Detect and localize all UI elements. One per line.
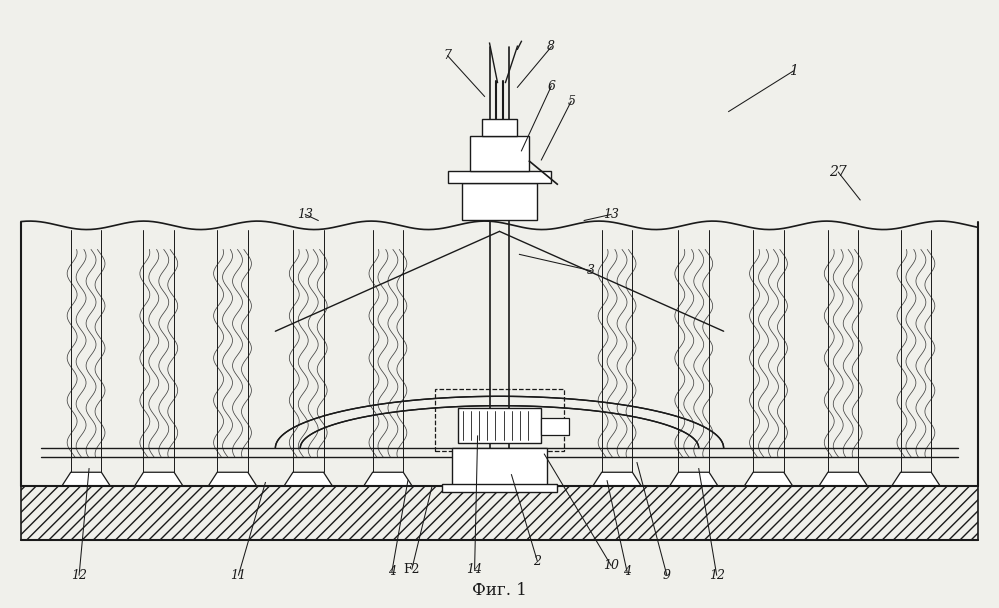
Bar bbox=[458, 408, 541, 443]
Bar bbox=[452, 448, 547, 486]
Polygon shape bbox=[62, 472, 110, 486]
Bar bbox=[442, 484, 557, 492]
Bar bbox=[482, 119, 517, 136]
Text: 4: 4 bbox=[623, 565, 631, 578]
Polygon shape bbox=[135, 472, 183, 486]
Text: 27: 27 bbox=[829, 165, 847, 179]
Bar bbox=[470, 136, 529, 171]
Text: 5: 5 bbox=[567, 95, 575, 108]
Polygon shape bbox=[892, 472, 940, 486]
Polygon shape bbox=[744, 472, 792, 486]
Text: F2: F2 bbox=[404, 562, 421, 576]
Polygon shape bbox=[593, 472, 641, 486]
Text: 10: 10 bbox=[603, 559, 619, 572]
Text: 14: 14 bbox=[467, 562, 483, 576]
Text: 7: 7 bbox=[444, 49, 452, 63]
Text: 13: 13 bbox=[298, 208, 314, 221]
Text: Фиг. 1: Фиг. 1 bbox=[473, 582, 526, 599]
Text: 13: 13 bbox=[603, 208, 619, 221]
Polygon shape bbox=[819, 472, 867, 486]
Text: 1: 1 bbox=[789, 64, 798, 78]
Bar bbox=[541, 418, 569, 435]
Bar bbox=[448, 171, 551, 183]
Text: 11: 11 bbox=[231, 568, 247, 582]
Polygon shape bbox=[285, 472, 332, 486]
Bar bbox=[435, 389, 564, 451]
Bar bbox=[462, 183, 537, 221]
Text: 9: 9 bbox=[663, 568, 671, 582]
Polygon shape bbox=[364, 472, 412, 486]
Bar bbox=[21, 486, 978, 540]
Polygon shape bbox=[209, 472, 257, 486]
Text: 12: 12 bbox=[71, 568, 87, 582]
Text: 4: 4 bbox=[388, 565, 396, 578]
Text: 3: 3 bbox=[587, 264, 595, 277]
Polygon shape bbox=[670, 472, 717, 486]
Text: 8: 8 bbox=[547, 40, 555, 54]
Text: 12: 12 bbox=[708, 568, 724, 582]
Text: 2: 2 bbox=[533, 554, 541, 568]
Text: 6: 6 bbox=[547, 80, 555, 92]
